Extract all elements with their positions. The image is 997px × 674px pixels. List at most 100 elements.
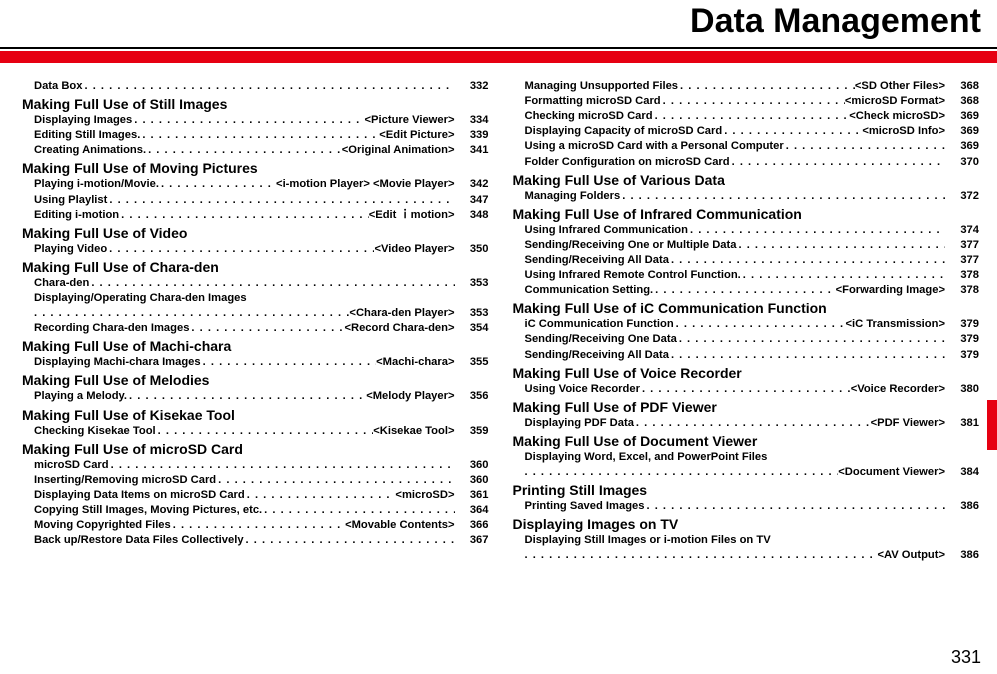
right-column: Managing Unsupported Files<SD Other File… (503, 79, 990, 563)
leader-dots (669, 348, 945, 363)
toc-page: 366 (455, 518, 489, 533)
toc-page: 378 (945, 283, 979, 298)
toc-label: Creating Animations. (22, 143, 146, 158)
toc-row: Managing Folders 372 (513, 189, 980, 204)
toc-page: 372 (945, 189, 979, 204)
toc-label: Back up/Restore Data Files Collectively (22, 533, 244, 548)
toc-label: iC Communication Function (513, 317, 674, 332)
toc-row: Data Box 332 (22, 79, 489, 94)
toc-page: 347 (455, 193, 489, 208)
toc-row: Folder Configuration on microSD Card370 (513, 155, 980, 170)
toc-page: 379 (945, 348, 979, 363)
toc-page: 353 (455, 306, 489, 321)
toc-tag: <Melody Player> (366, 389, 454, 404)
toc-row: Displaying Word, Excel, and PowerPoint F… (513, 450, 980, 465)
leader-dots (159, 177, 276, 192)
toc-row: Creating Animations.<Original Animation>… (22, 143, 489, 158)
toc-tag: <Edit Picture> (379, 128, 454, 143)
toc-page: 360 (455, 473, 489, 488)
toc-row: Playing Video<Video Player>350 (22, 242, 489, 257)
toc-row: Recording Chara-den Images<Record Chara-… (22, 321, 489, 336)
leader-dots (127, 389, 366, 404)
toc-row: Checking Kisekae Tool<Kisekae Tool>359 (22, 424, 489, 439)
toc-tag: <Picture Viewer> (365, 113, 455, 128)
leader-dots (89, 276, 454, 291)
toc-tag: <microSD Info> (862, 124, 945, 139)
toc-page: 367 (455, 533, 489, 548)
toc-page: 360 (455, 458, 489, 473)
toc-page: 386 (945, 548, 979, 563)
leader-dots (722, 124, 862, 139)
toc-page: 380 (945, 382, 979, 397)
section-heading: Making Full Use of Kisekae Tool (22, 407, 489, 423)
toc-label: Playing Video (22, 242, 107, 257)
toc-label: Using Voice Recorder (513, 382, 640, 397)
toc-row: Moving Copyrighted Files<Movable Content… (22, 518, 489, 533)
section-heading: Making Full Use of Melodies (22, 372, 489, 388)
toc-row-cont: <AV Output>386 (513, 548, 980, 563)
leader-dots (156, 424, 374, 439)
toc-label: Copying Still Images, Moving Pictures, e… (22, 503, 262, 518)
toc-label: Displaying Data Items on microSD Card (22, 488, 245, 503)
toc-page: 379 (945, 332, 979, 347)
toc-row: Editing i-motion<Edit ｉmotion>348 (22, 208, 489, 223)
page-number: 331 (951, 647, 981, 668)
leader-dots (83, 79, 455, 94)
leader-dots (678, 79, 855, 94)
leader-dots (119, 208, 369, 223)
toc-label: Sending/Receiving One Data (513, 332, 677, 347)
toc-page: 332 (455, 79, 489, 94)
leader-dots (34, 306, 349, 321)
section-heading: Making Full Use of PDF Viewer (513, 399, 980, 415)
toc-row-cont: <Chara-den Player>353 (22, 306, 489, 321)
toc-row: Playing i-motion/Movie.<i-motion Player>… (22, 177, 489, 192)
toc-tag: <Voice Recorder> (851, 382, 945, 397)
toc-page: 342 (455, 177, 489, 192)
toc-row-cont: <Document Viewer>384 (513, 465, 980, 480)
title-rule (0, 47, 997, 49)
toc-row: Using Voice Recorder <Voice Recorder>380 (513, 382, 980, 397)
toc-page: 377 (945, 253, 979, 268)
toc-label: Displaying/Operating Chara-den Images (22, 291, 247, 306)
red-bar (0, 51, 997, 63)
toc-tag: <AV Output> (877, 548, 945, 563)
toc-page: 368 (945, 79, 979, 94)
toc-row: Using Infrared Communication 374 (513, 223, 980, 238)
toc-label: Printing Saved Images (513, 499, 645, 514)
toc-page: 355 (455, 355, 489, 370)
section-heading: Making Full Use of Video (22, 225, 489, 241)
section-heading: Displaying Images on TV (513, 516, 980, 532)
toc-label: Managing Unsupported Files (513, 79, 679, 94)
leader-dots (146, 143, 342, 158)
toc-label: Playing a Melody. (22, 389, 127, 404)
toc-page: 369 (945, 109, 979, 124)
toc-page: 374 (945, 223, 979, 238)
toc-row: Displaying Images<Picture Viewer>334 (22, 113, 489, 128)
toc-row: Playing a Melody.<Melody Player>356 (22, 389, 489, 404)
toc-label: microSD Card (22, 458, 109, 473)
toc-page: 339 (455, 128, 489, 143)
toc-page: 353 (455, 276, 489, 291)
toc-row: Displaying/Operating Chara-den Images (22, 291, 489, 306)
toc-label: Using Infrared Communication (513, 223, 688, 238)
toc-row: Communication Setting.<Forwarding Image>… (513, 283, 980, 298)
leader-dots (688, 223, 945, 238)
toc-row: Managing Unsupported Files<SD Other File… (513, 79, 980, 94)
toc-row: Using Infrared Remote Control Function.3… (513, 268, 980, 283)
toc-label: Using a microSD Card with a Personal Com… (513, 139, 784, 154)
toc-tag: <PDF Viewer> (871, 416, 945, 431)
section-heading: Making Full Use of Various Data (513, 172, 980, 188)
toc-row: Editing Still Images. <Edit Picture>339 (22, 128, 489, 143)
toc-label: Sending/Receiving One or Multiple Data (513, 238, 737, 253)
toc-label: Inserting/Removing microSD Card (22, 473, 216, 488)
toc-tag: <Kisekae Tool> (373, 424, 454, 439)
toc-label: Data Box (22, 79, 83, 94)
section-heading: Making Full Use of Moving Pictures (22, 160, 489, 176)
leader-dots (245, 488, 396, 503)
toc-tag: <Chara-den Player> (349, 306, 454, 321)
toc-label: Recording Chara-den Images (22, 321, 189, 336)
section-heading: Making Full Use of Machi-chara (22, 338, 489, 354)
toc-label: Displaying Images (22, 113, 132, 128)
toc-label: Managing Folders (513, 189, 621, 204)
toc-label: Editing Still Images. (22, 128, 140, 143)
